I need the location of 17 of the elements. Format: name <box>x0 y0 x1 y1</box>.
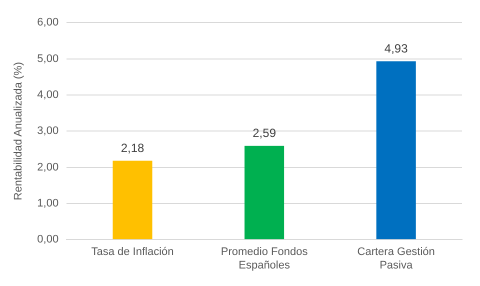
data-label: 2,18 <box>120 141 145 156</box>
y-tick-label: 0,00 <box>37 234 59 246</box>
data-label: 4,93 <box>384 42 408 56</box>
y-tick-label: 5,00 <box>37 52 59 65</box>
x-tick-label: Promedio Fondos Españoles <box>220 246 308 272</box>
bar <box>376 61 416 240</box>
y-tick-label: 3,00 <box>37 125 59 138</box>
data-label: 2,59 <box>252 126 276 140</box>
y-tick-label: 2,00 <box>37 161 59 174</box>
y-tick-label: 4,00 <box>37 88 59 101</box>
y-tick-label: 1,00 <box>37 197 59 210</box>
x-tick-label: Tasa de Inflación <box>91 246 174 258</box>
y-axis-title: Rentabilidad Anualizada (%) <box>12 62 25 200</box>
bar <box>112 160 152 240</box>
bar <box>244 146 284 240</box>
y-tick-label: 6,00 <box>37 16 59 29</box>
x-tick-label: Cartera Gestión Pasiva <box>357 246 435 272</box>
